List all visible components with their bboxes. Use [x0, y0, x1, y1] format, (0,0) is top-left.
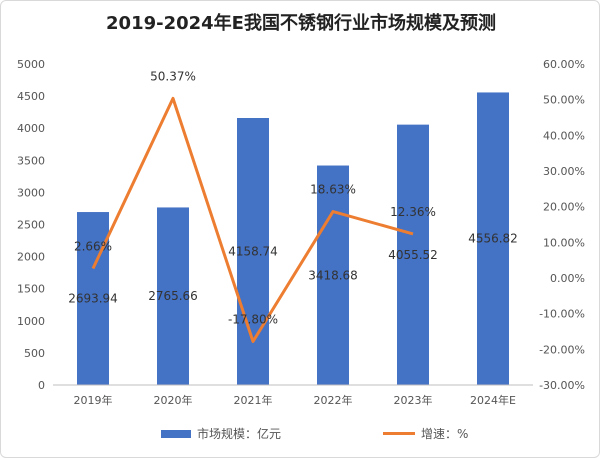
y-right-tick: 50.00%	[543, 94, 585, 107]
bar-data-label: 2693.94	[68, 292, 118, 306]
bar-data-label: 2765.66	[148, 289, 198, 303]
y-right-tick: 60.00%	[543, 58, 585, 71]
bar	[77, 212, 109, 385]
y-right-tick: 40.00%	[543, 129, 585, 142]
y-left-tick: 4500	[17, 90, 45, 103]
growth-data-label: 18.63%	[310, 183, 356, 197]
bar-data-label: 4055.52	[388, 248, 438, 262]
bar	[397, 124, 429, 385]
bar	[317, 165, 349, 385]
y-left-tick: 2500	[17, 219, 45, 232]
y-right-tick: 0.00%	[550, 272, 585, 285]
bar-data-label: 3418.68	[308, 268, 358, 282]
x-tick: 2024年E	[470, 393, 516, 407]
y-left-tick: 4000	[17, 122, 45, 135]
growth-line	[91, 96, 414, 343]
y-right-tick: 30.00%	[543, 165, 585, 178]
y-left-tick: 3500	[17, 154, 45, 167]
x-tick: 2023年	[394, 393, 433, 407]
x-tick: 2022年	[314, 393, 353, 407]
y-right-tick: 10.00%	[543, 236, 585, 249]
y-left-tick: 1000	[17, 315, 45, 328]
bar	[477, 92, 509, 386]
y-left-tick: 5000	[17, 58, 45, 71]
y-right-tick: -20.00%	[539, 343, 585, 356]
bar-data-label: 4158.74	[228, 245, 278, 259]
growth-data-label: 2.66%	[74, 240, 112, 254]
x-tick: 2019年	[74, 393, 113, 407]
legend-label: 增速：%	[421, 427, 469, 441]
chart-title: 2019-2024年E我国不锈钢行业市场规模及预测	[106, 13, 496, 34]
y-right-tick: -30.00%	[539, 379, 585, 392]
y-right-tick: -10.00%	[539, 308, 585, 321]
x-tick: 2020年	[154, 393, 193, 407]
y-left-tick: 3000	[17, 186, 45, 199]
growth-data-label: -17.80%	[228, 312, 278, 326]
growth-data-label: 50.37%	[150, 69, 196, 83]
legend-line-swatch	[383, 432, 415, 435]
legend-bar-swatch	[161, 429, 191, 438]
y-right-tick: 20.00%	[543, 201, 585, 214]
growth-data-label: 12.36%	[390, 205, 436, 219]
bar-data-label: 4556.82	[468, 232, 518, 246]
legend-item-growth: 增速：%	[383, 425, 468, 442]
legend-label: 市场规模：亿元	[197, 427, 282, 441]
y-left-tick: 500	[24, 347, 45, 360]
y-left-tick: 2000	[17, 251, 45, 264]
x-tick: 2021年	[234, 393, 273, 407]
legend-item-market-size: 市场规模：亿元	[161, 425, 281, 442]
y-left-tick: 0	[38, 379, 45, 392]
y-left-tick: 1500	[17, 283, 45, 296]
bar	[157, 207, 189, 385]
